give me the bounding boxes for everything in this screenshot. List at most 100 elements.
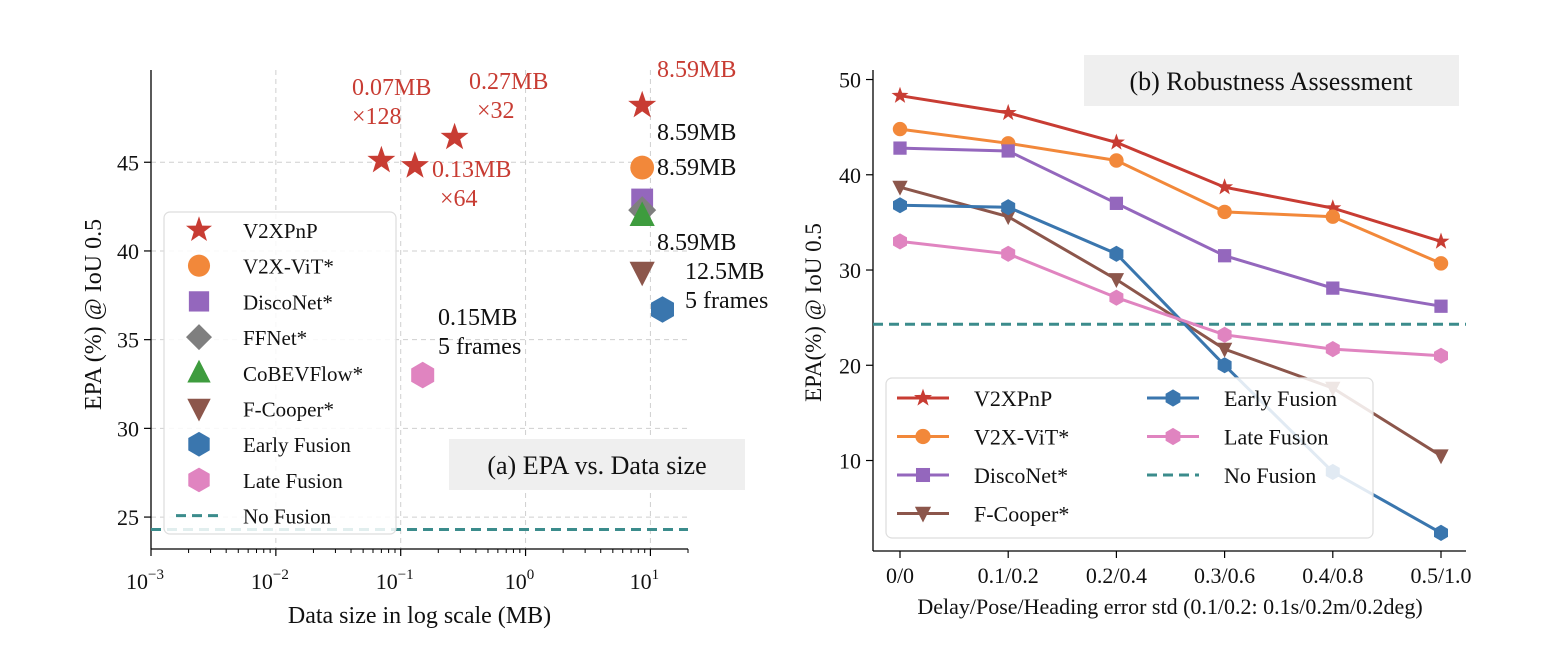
point-v2xpnp-4: [1324, 199, 1342, 216]
point-v2xpnp-2: [1107, 133, 1125, 150]
annotation-5-line-0: 8.59MB: [657, 155, 736, 181]
legend-marker-early-fusion: [188, 431, 210, 457]
x-tick-exponent: −3: [148, 567, 164, 583]
point-f-cooper-1: [1000, 210, 1016, 226]
x-tick-label-5: 0.5/1.0: [1410, 563, 1471, 588]
point-v2x-vit-5: [1433, 256, 1449, 271]
point-v2xpnp-1: [401, 151, 429, 178]
annotation-8-line-1: 5 frames: [438, 334, 521, 360]
x-tick-exponent: −2: [273, 567, 289, 583]
annotation-1-line-0: 0.27MB: [469, 69, 548, 95]
x-tick-base: 10: [126, 569, 148, 594]
y-tick-label: 30: [117, 416, 139, 441]
point-early-fusion-2: [1109, 245, 1124, 262]
point-early-fusion-0: [651, 296, 674, 323]
point-f-cooper-0: [629, 261, 655, 287]
legend-marker-disconet: [188, 291, 210, 312]
x-tick-label-0: 0/0: [886, 563, 914, 588]
point-late-fusion-5: [1434, 347, 1448, 364]
point-v2x-vit-0: [892, 121, 908, 137]
legend-marker-v2x-vit: [915, 428, 931, 445]
point-early-fusion-5: [1434, 524, 1448, 541]
legend-label-v2x-vit: V2X-ViT*: [243, 255, 334, 279]
point-f-cooper-0: [892, 180, 908, 196]
annotation-6-line-0: 8.59MB: [657, 230, 736, 256]
y-tick-label: 40: [117, 239, 139, 264]
point-disconet-0: [893, 141, 907, 155]
point-late-fusion-2: [1109, 289, 1124, 306]
legend-marker-cobevflow: [187, 359, 211, 383]
legend-marker-v2xpnp: [914, 388, 932, 406]
legend-label-late-fusion: Late Fusion: [1224, 425, 1329, 450]
series-line-late-fusion: [899, 239, 1442, 358]
y-tick-label: 40: [839, 163, 861, 188]
point-v2xpnp-5: [1432, 232, 1450, 249]
point-late-fusion-0: [893, 233, 907, 250]
point-cobevflow-0: [629, 201, 655, 226]
annotation-7-line-1: 5 frames: [685, 288, 768, 314]
point-v2xpnp-2: [440, 122, 469, 150]
x-tick-exponent: 1: [652, 567, 660, 583]
annotation-2-line-1: ×64: [440, 186, 478, 212]
legend-marker-v2xpnp: [186, 216, 212, 241]
x-tick-label-2: 0.2/0.4: [1086, 563, 1147, 588]
chart-title: (b) Robustness Assessment: [1129, 67, 1413, 96]
point-v2xpnp-0: [891, 86, 909, 103]
chart-title: (a) EPA vs. Data size: [487, 451, 706, 480]
point-early-fusion-3: [1217, 357, 1232, 374]
point-v2xpnp-3: [1216, 178, 1234, 195]
point-v2x-vit-2: [1109, 153, 1124, 168]
point-late-fusion-3: [1217, 326, 1232, 343]
legend-label-late-fusion: Late Fusion: [243, 469, 343, 493]
legend: V2XPnP V2X-ViT* DiscoNet* FFNet* CoBEVFlow* F…: [163, 211, 397, 535]
point-disconet-1: [1001, 144, 1015, 158]
point-v2xpnp-3: [628, 90, 657, 118]
legend-marker-v2x-vit: [187, 254, 211, 277]
point-disconet-2: [1109, 196, 1124, 210]
x-tick-label: 10−3: [126, 567, 164, 594]
point-late-fusion-0: [411, 361, 435, 389]
point-f-cooper-3: [1216, 342, 1233, 358]
y-tick-label: 50: [839, 68, 861, 93]
legend-marker-disconet: [915, 467, 931, 483]
legend-label-disconet: DiscoNet*: [974, 463, 1068, 488]
legend-frame: [163, 211, 397, 535]
legend-label-f-cooper: F-Cooper*: [243, 398, 334, 422]
annotation-1-line-1: ×32: [477, 98, 515, 124]
x-tick-exponent: −1: [398, 567, 414, 583]
title-box: [1084, 55, 1459, 106]
annotation-2-line-0: 0.13MB: [432, 157, 511, 183]
x-tick-base: 10: [251, 569, 273, 594]
point-disconet-4: [1326, 281, 1340, 295]
legend-label-no-fusion: No Fusion: [1224, 463, 1316, 488]
legend-marker-late-fusion: [1165, 427, 1181, 446]
legend-label-v2xpnp: V2XPnP: [974, 386, 1052, 411]
point-v2x-vit-3: [1217, 204, 1232, 220]
legend-marker-f-cooper: [187, 398, 211, 422]
chart-b-robustness-assessment: 0/0 0.1/0.2 0.2/0.4 0.3/0.6 0.4/0.8 0.5/1.0 10…: [801, 55, 1472, 619]
legend-marker-f-cooper: [914, 506, 932, 523]
y-tick-label: 45: [117, 150, 139, 175]
x-axis-label: Delay/Pose/Heading error std (0.1/0.2: 0…: [917, 594, 1422, 619]
data-points: [367, 90, 674, 389]
legend-label-f-cooper: F-Cooper*: [974, 502, 1069, 527]
legend-label-ffnet: FFNet*: [243, 326, 307, 350]
x-tick-label: 10−2: [251, 567, 289, 594]
annotation-0-line-0: 0.07MB: [352, 75, 431, 101]
annotation-0-line-1: ×128: [352, 104, 402, 130]
x-tick-label: 100: [505, 567, 535, 594]
x-tick-label-1: 0.1/0.2: [978, 563, 1039, 588]
y-tick-label: 10: [839, 449, 861, 474]
y-tick-label: 30: [839, 258, 861, 283]
title-box: [449, 439, 745, 490]
annotation-7-line-0: 12.5MB: [685, 259, 764, 285]
y-tick-label: 20: [839, 353, 861, 378]
point-v2x-vit-0: [630, 155, 655, 180]
point-early-fusion-1: [1001, 199, 1016, 216]
x-tick-base: 10: [630, 569, 652, 594]
point-disconet-5: [1434, 299, 1448, 313]
legend-label-v2x-vit: V2X-ViT*: [974, 425, 1069, 450]
series-line-v2xpnp: [899, 94, 1442, 243]
y-axis-label: EPA (%) @ IoU 0.5: [81, 219, 107, 410]
